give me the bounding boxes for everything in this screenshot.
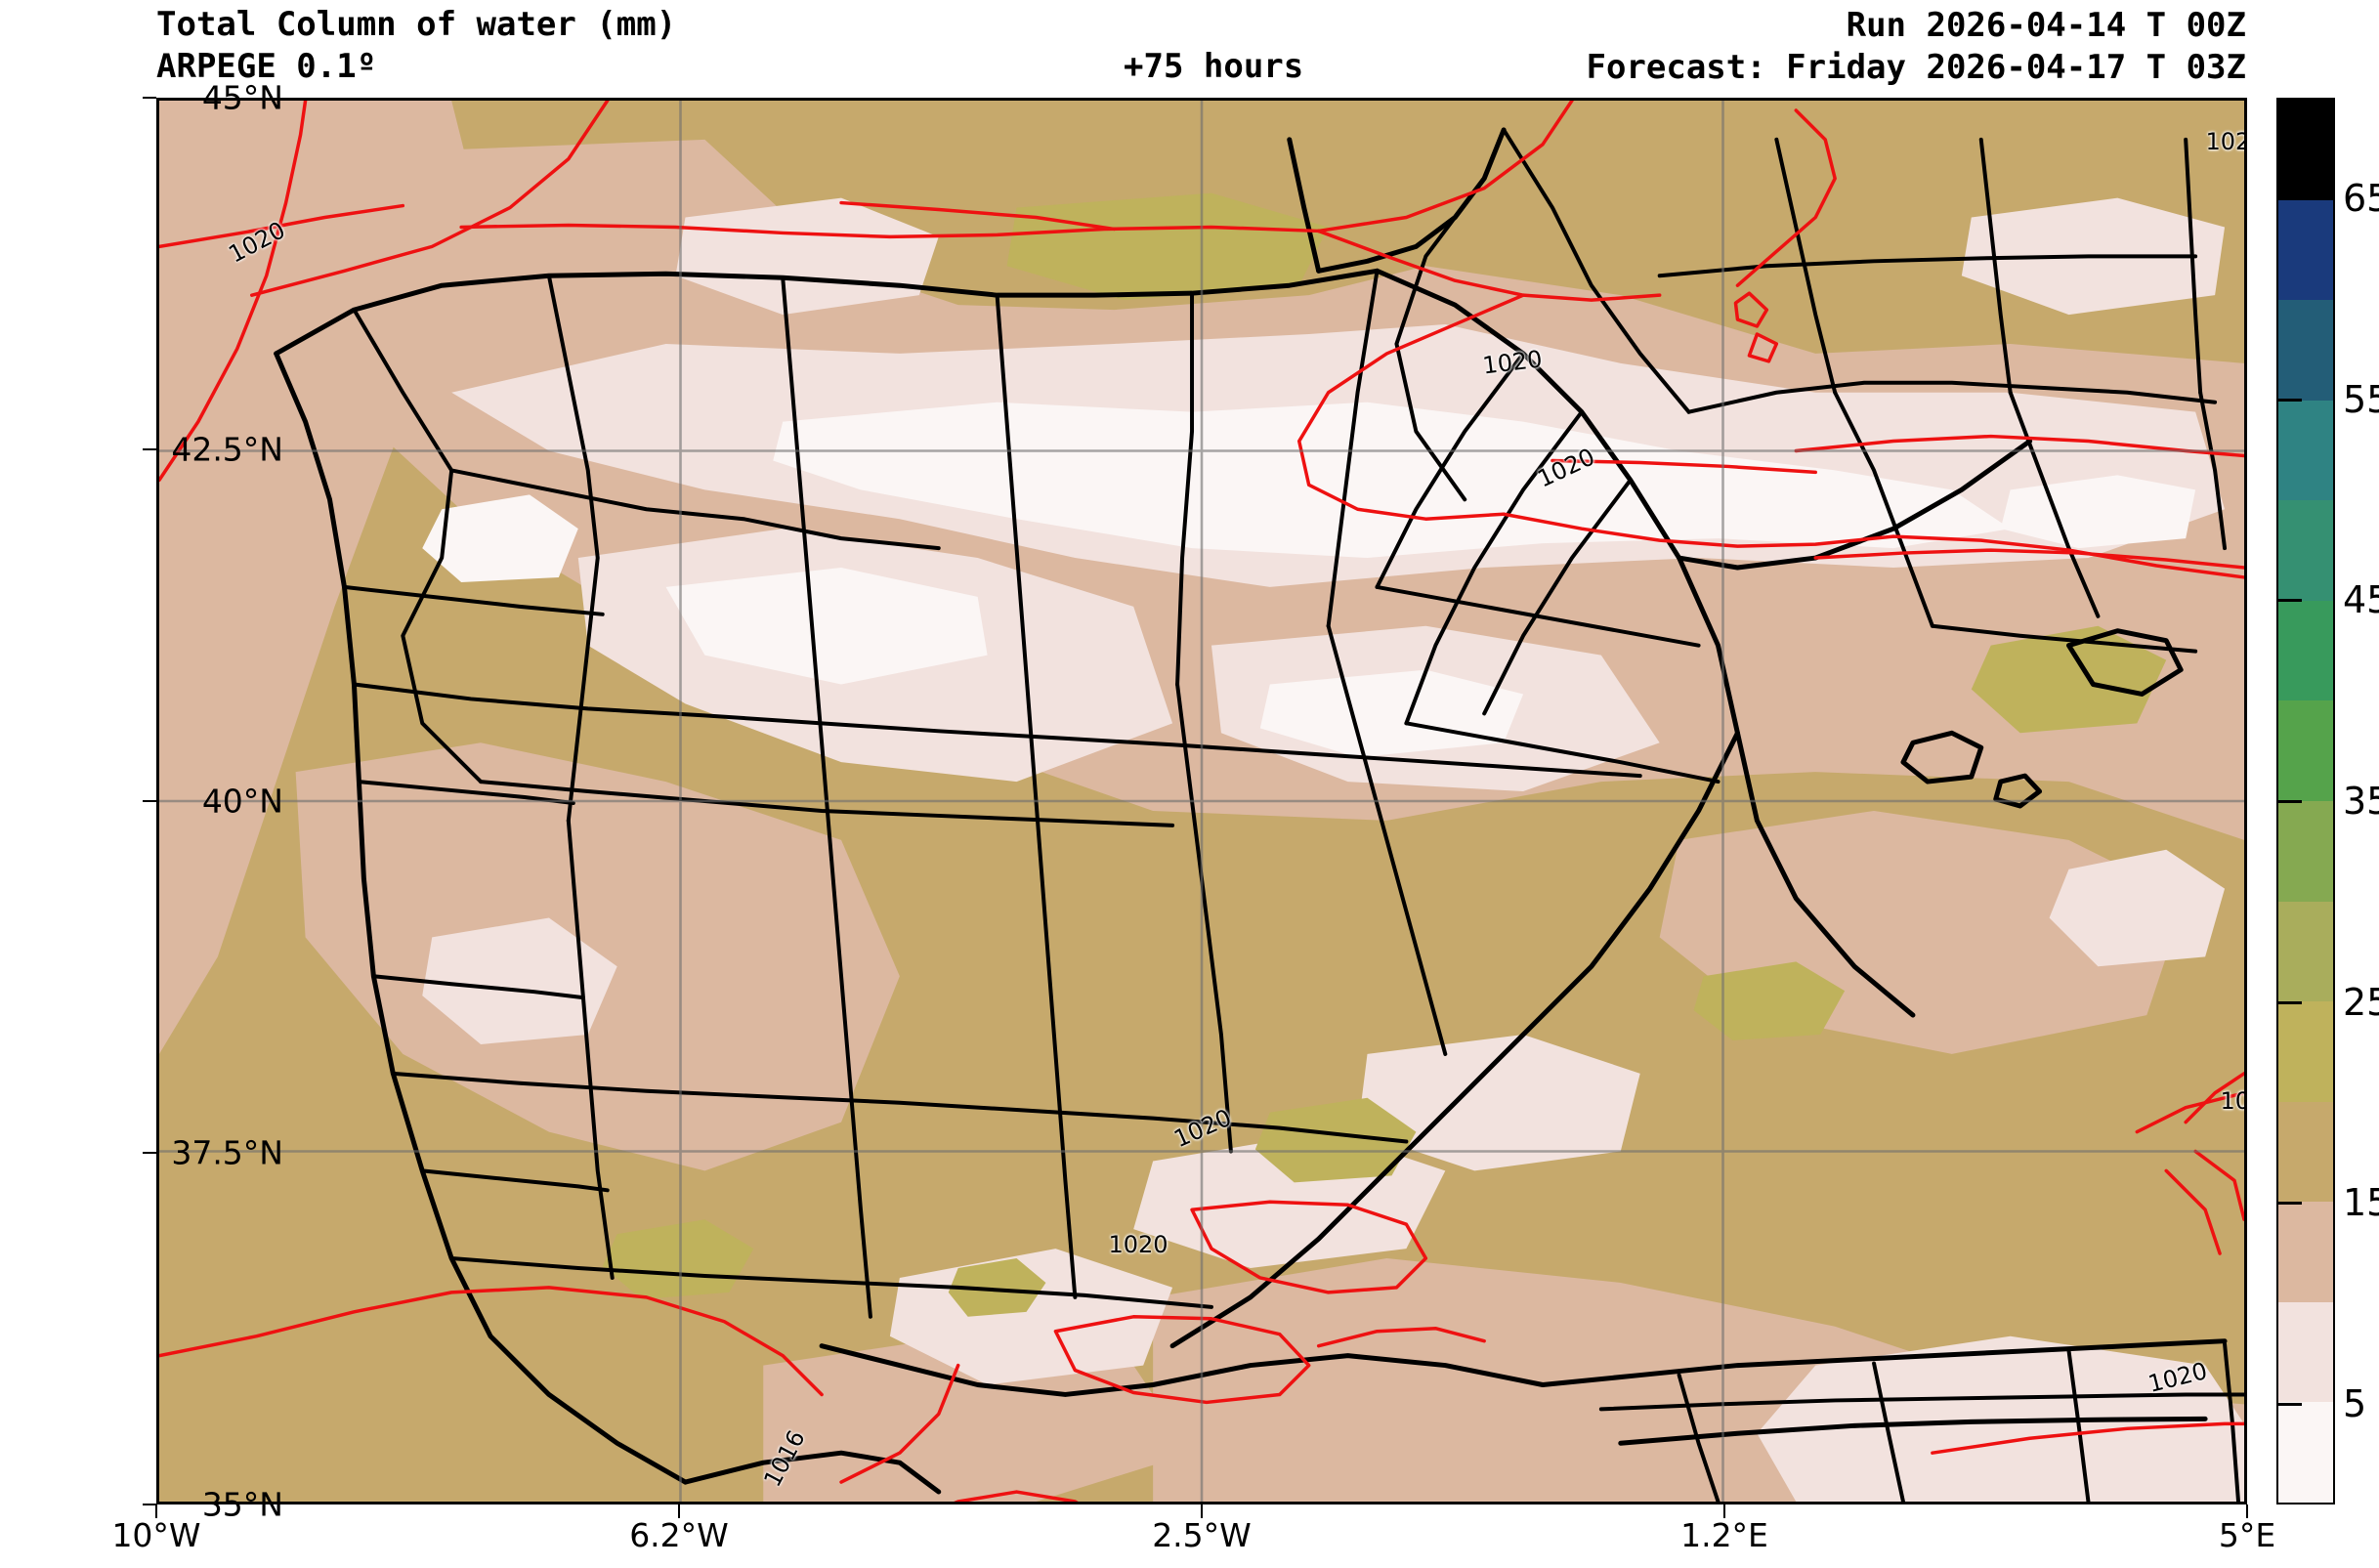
page-title: Total Column of water (mm) <box>156 5 677 44</box>
colorbar-tick <box>2276 599 2302 603</box>
colorbar-tick <box>2276 1000 2302 1004</box>
colorbar-band <box>2278 300 2333 401</box>
x-axis-tick <box>1201 1504 1203 1518</box>
coastline-layer <box>274 127 2228 1495</box>
y-axis-tick <box>143 800 156 802</box>
y-axis-tick <box>143 1504 156 1505</box>
colorbar-band <box>2278 600 2333 701</box>
colorbar-tick-label: 35 <box>2343 780 2379 823</box>
colorbar-band <box>2278 1202 2333 1302</box>
colorbar-tick <box>2276 196 2302 200</box>
colorbar-tick <box>2276 800 2302 803</box>
colorbar-band <box>2278 700 2333 801</box>
colorbar-tick-label: 65 <box>2343 176 2379 220</box>
run-info: Run 2026-04-14 T 00Z Forecast: Friday 20… <box>1586 5 2246 89</box>
colorbar-tick-label: 15 <box>2343 1181 2379 1225</box>
y-axis-tick <box>143 97 156 99</box>
forecast-label: Forecast: Friday 2026-04-17 T 03Z <box>1586 48 2246 87</box>
colorbar-band <box>2278 1402 2333 1503</box>
x-axis-tick <box>2246 1504 2248 1518</box>
y-axis-tick-label: 45°N <box>201 78 283 117</box>
x-axis-tick <box>678 1504 680 1518</box>
x-axis-tick <box>1723 1504 1725 1518</box>
colorbar-band <box>2278 199 2333 301</box>
colorbar-tick <box>2276 398 2302 402</box>
colorbar-band <box>2278 1001 2333 1102</box>
colorbar-tick-label: 5 <box>2343 1382 2367 1426</box>
x-axis-tick-label: 2.5°W <box>1152 1516 1252 1554</box>
isobar-label: 1020 <box>1108 1231 1168 1258</box>
isobar-label: 1020 <box>2220 1087 2247 1115</box>
x-axis-tick-label: 6.2°W <box>629 1516 729 1554</box>
colorbar-band <box>2278 100 2333 200</box>
y-axis-tick <box>143 1152 156 1154</box>
colorbar-band <box>2278 500 2333 601</box>
map-canvas <box>159 101 2244 1502</box>
y-axis-tick <box>143 448 156 450</box>
colorbar-tick <box>2276 1403 2302 1407</box>
run-label: Run 2026-04-14 T 00Z <box>1846 6 2246 45</box>
map-plot-area[interactable]: 102010201020102010201020102010201016 <box>156 98 2247 1504</box>
colorbar-tick-label: 25 <box>2343 980 2379 1024</box>
colorbar-band <box>2278 1101 2333 1203</box>
lead-time-label: +75 hours <box>1124 47 1304 86</box>
x-axis-tick-label: 1.2°E <box>1680 1516 1768 1554</box>
colorbar-band <box>2278 901 2333 1002</box>
colorbar-band <box>2278 1301 2333 1403</box>
graticule-layer <box>159 101 2244 1502</box>
colorbar-band <box>2278 800 2333 902</box>
x-axis-tick-label: 10°W <box>111 1516 201 1554</box>
field-band-0-5 <box>422 402 2196 758</box>
colorbar-band <box>2278 400 2333 501</box>
x-axis-tick <box>155 1504 157 1518</box>
isobar-label: 1020 <box>2205 128 2244 155</box>
y-axis-tick-label: 40°N <box>201 782 283 821</box>
model-label: ARPEGE 0.1º <box>156 47 377 86</box>
colorbar-tick <box>2276 1202 2302 1206</box>
field-band-20-25 <box>602 192 2167 1317</box>
colorbar-tick-label: 45 <box>2343 578 2379 622</box>
colorbar-tick-label: 55 <box>2343 377 2379 421</box>
y-axis-tick-label: 42.5°N <box>171 430 283 469</box>
y-axis-tick-label: 35°N <box>201 1485 283 1524</box>
colorbar[interactable] <box>2276 98 2335 1504</box>
y-axis-tick-label: 37.5°N <box>171 1133 283 1172</box>
x-axis-tick-label: 5°E <box>2218 1516 2276 1554</box>
field-band-10-15 <box>159 101 2244 1502</box>
isobar-layer <box>159 101 2244 1502</box>
